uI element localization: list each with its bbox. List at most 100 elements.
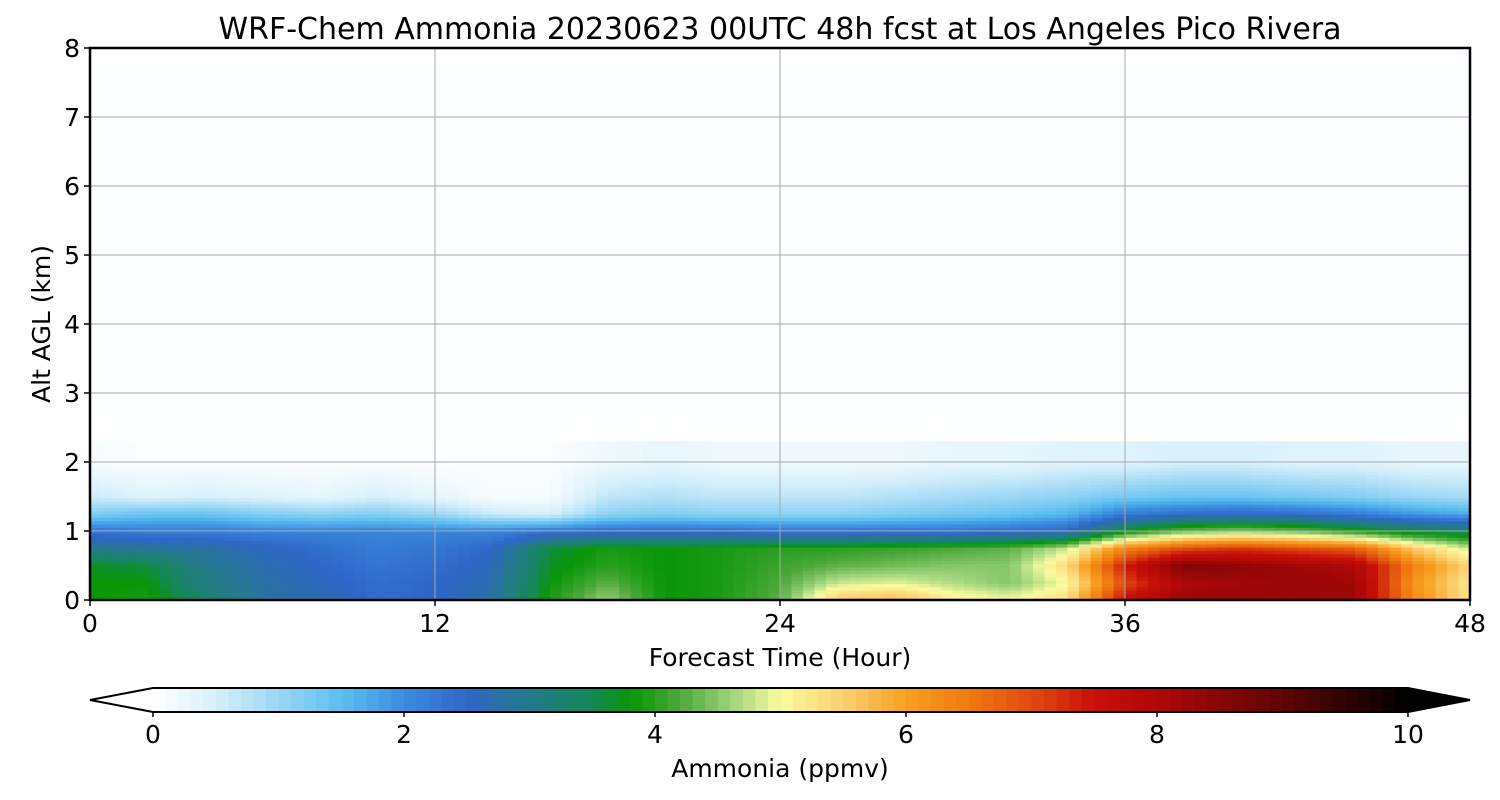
heatmap-cell	[1044, 447, 1057, 452]
heatmap-cell	[561, 504, 574, 509]
heatmap-cell	[757, 527, 770, 532]
heatmap-cell	[136, 593, 149, 598]
heatmap-cell	[757, 451, 770, 456]
heatmap-cell	[239, 487, 252, 492]
heatmap-cell	[504, 507, 517, 512]
heatmap-cell	[343, 540, 356, 545]
heatmap-cell	[998, 537, 1011, 542]
heatmap-cell	[768, 533, 781, 538]
heatmap-cell	[113, 504, 126, 509]
heatmap-cell	[124, 580, 137, 585]
heatmap-cell	[642, 451, 655, 456]
heatmap-cell	[711, 530, 724, 535]
heatmap-cell	[803, 537, 816, 542]
heatmap-cell	[1240, 520, 1253, 525]
heatmap-cell	[354, 596, 367, 600]
heatmap-cell	[1113, 547, 1126, 552]
heatmap-cell	[860, 497, 873, 502]
heatmap-cell	[297, 570, 310, 575]
heatmap-cell	[1067, 454, 1080, 459]
heatmap-cell	[320, 537, 333, 542]
heatmap-cell	[1274, 457, 1287, 462]
heatmap-cell	[366, 477, 379, 482]
heatmap-cell	[1067, 580, 1080, 585]
heatmap-cell	[228, 543, 241, 548]
heatmap-cell	[596, 441, 609, 446]
heatmap-cell	[1044, 497, 1057, 502]
heatmap-cell	[343, 447, 356, 452]
heatmap-cell	[136, 596, 149, 600]
heatmap-cell	[791, 441, 804, 446]
heatmap-cell	[182, 573, 195, 578]
heatmap-cell	[1205, 464, 1218, 469]
heatmap-cell	[1044, 527, 1057, 532]
heatmap-cell	[101, 586, 114, 591]
heatmap-cell	[320, 484, 333, 489]
heatmap-cell	[975, 527, 988, 532]
heatmap-cell	[803, 457, 816, 462]
heatmap-cell	[872, 537, 885, 542]
heatmap-cell	[320, 550, 333, 555]
heatmap-cell	[1113, 560, 1126, 565]
heatmap-cell	[481, 576, 494, 581]
heatmap-cell	[803, 533, 816, 538]
heatmap-cell	[1159, 517, 1172, 522]
heatmap-cell	[469, 593, 482, 598]
heatmap-cell	[964, 514, 977, 518]
heatmap-cell	[630, 444, 643, 449]
heatmap-cell	[665, 471, 678, 475]
heatmap-cell	[642, 487, 655, 492]
heatmap-cell	[780, 477, 793, 482]
heatmap-cell	[952, 563, 965, 568]
heatmap-cell	[1263, 550, 1276, 555]
heatmap-cell	[90, 487, 103, 492]
heatmap-cell	[607, 520, 620, 525]
heatmap-cell	[849, 550, 862, 555]
heatmap-cell	[1286, 593, 1299, 598]
heatmap-cell	[1136, 520, 1149, 525]
heatmap-cell	[343, 547, 356, 552]
heatmap-cell	[389, 580, 402, 585]
heatmap-cell	[389, 490, 402, 495]
heatmap-cell	[1136, 573, 1149, 578]
heatmap-cell	[941, 527, 954, 532]
heatmap-cell	[228, 566, 241, 571]
heatmap-cell	[998, 461, 1011, 466]
heatmap-cell	[952, 537, 965, 542]
heatmap-cell	[1171, 583, 1184, 588]
heatmap-cell	[527, 474, 540, 479]
heatmap-cell	[354, 553, 367, 558]
heatmap-cell	[1102, 444, 1115, 449]
heatmap-cell	[101, 454, 114, 459]
heatmap-cell	[285, 477, 298, 482]
heatmap-cell	[1171, 504, 1184, 509]
heatmap-cell	[1171, 487, 1184, 492]
heatmap-cell	[688, 507, 701, 512]
heatmap-cell	[745, 500, 758, 505]
heatmap-cell	[975, 514, 988, 518]
heatmap-cell	[814, 527, 827, 532]
heatmap-cell	[998, 586, 1011, 591]
heatmap-cell	[469, 523, 482, 528]
heatmap-cell	[515, 586, 528, 591]
heatmap-cell	[366, 547, 379, 552]
heatmap-cell	[550, 477, 563, 482]
heatmap-cell	[676, 560, 689, 565]
heatmap-cell	[1136, 570, 1149, 575]
heatmap-cell	[1125, 517, 1138, 522]
heatmap-cell	[653, 490, 666, 495]
heatmap-cell	[1113, 507, 1126, 512]
heatmap-cell	[527, 484, 540, 489]
heatmap-cell	[803, 530, 816, 535]
heatmap-cell	[1228, 454, 1241, 459]
heatmap-cell	[1044, 566, 1057, 571]
heatmap-cell	[734, 471, 747, 475]
heatmap-cell	[320, 540, 333, 545]
heatmap-cell	[331, 573, 344, 578]
heatmap-cell	[1205, 507, 1218, 512]
heatmap-cell	[975, 543, 988, 548]
heatmap-cell	[1090, 583, 1103, 588]
heatmap-cell	[1182, 500, 1195, 505]
heatmap-cell	[113, 550, 126, 555]
heatmap-cell	[147, 543, 160, 548]
